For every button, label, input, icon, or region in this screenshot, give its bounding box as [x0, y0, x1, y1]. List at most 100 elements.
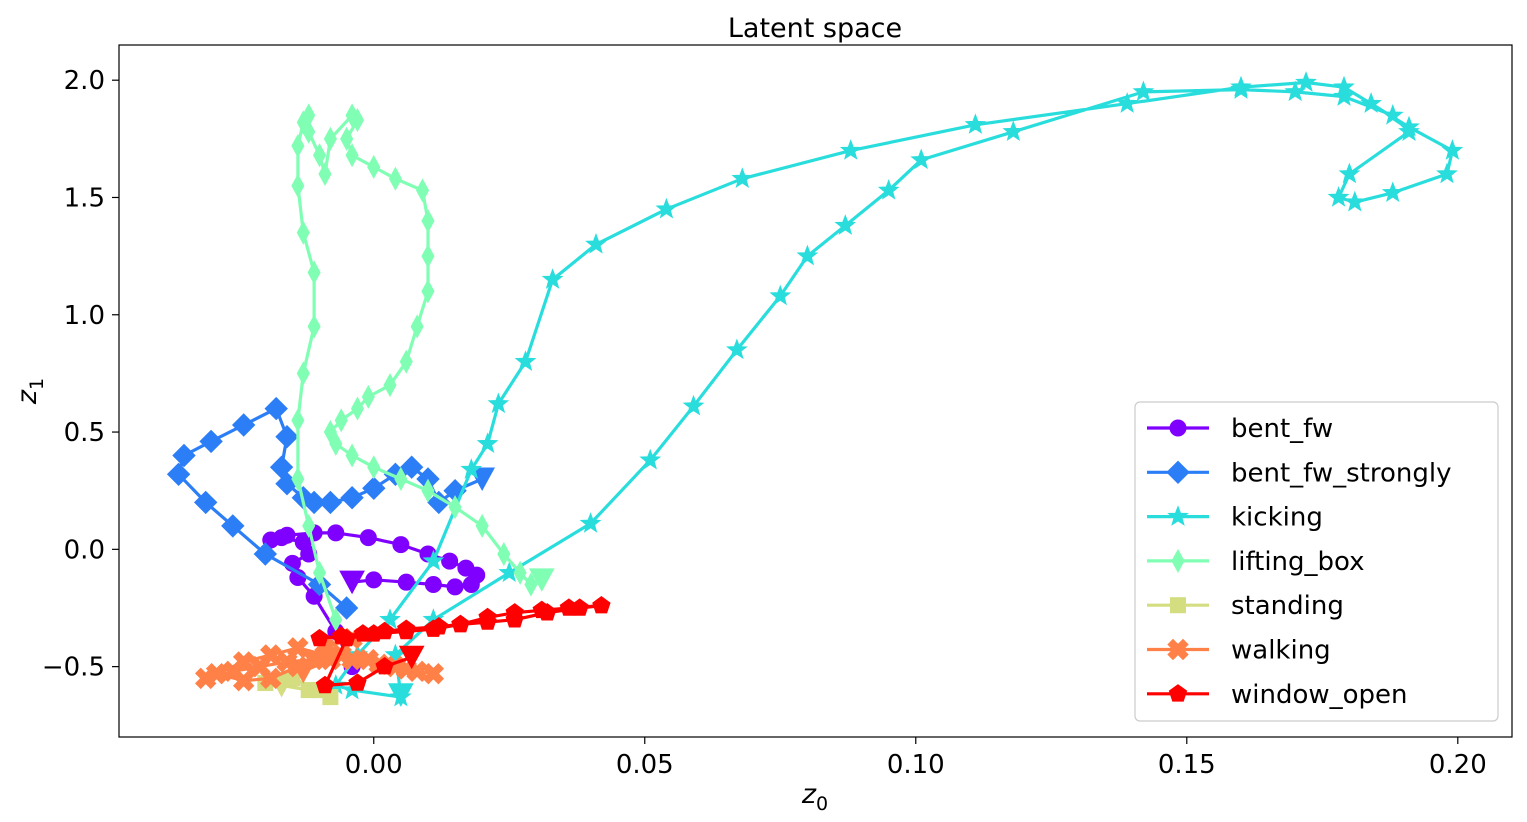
legend-label: window_open [1231, 680, 1408, 710]
y-tick-label: 2.0 [64, 66, 105, 96]
data-point-kicking [1441, 139, 1464, 160]
legend-item-window_open: window_open [1147, 680, 1408, 710]
data-point-kicking [379, 608, 401, 629]
y-axis-label-main: z [12, 389, 43, 405]
data-point-bent_fw_strongly [264, 396, 288, 421]
data-point-kicking [1343, 190, 1366, 212]
series-window_open [310, 595, 611, 694]
data-point-kicking [1360, 92, 1382, 113]
data-point-kicking [639, 448, 662, 470]
legend-label: kicking [1231, 503, 1323, 533]
legend-item-walking: walking [1147, 636, 1331, 666]
data-point-kicking [726, 338, 748, 360]
legend-label: standing [1231, 591, 1344, 621]
data-point-kicking [731, 167, 754, 188]
data-point-bent_fw [327, 524, 345, 542]
legend-item-kicking: kicking [1147, 503, 1323, 533]
data-point-kicking [682, 394, 705, 416]
x-tick-label: 0.00 [345, 750, 403, 780]
x-tick-label: 0.15 [1158, 750, 1216, 780]
legend-item-bent_fw: bent_fw [1147, 414, 1333, 444]
data-point-walking [260, 644, 282, 666]
legend-marker [1166, 460, 1190, 485]
data-point-window_open [337, 628, 356, 647]
data-point-lifting_box [307, 314, 321, 339]
data-point-bent_fw_strongly [275, 424, 299, 449]
data-point-bent_fw [462, 576, 480, 594]
data-point-kicking [487, 392, 510, 414]
legend-marker [1169, 419, 1187, 437]
data-point-lifting_box [497, 541, 511, 567]
data-point-kicking [1116, 92, 1139, 113]
data-point-lifting_box [312, 143, 327, 168]
data-point-kicking [834, 214, 857, 235]
chart-title: Latent space [728, 13, 902, 44]
data-point-kicking [964, 113, 987, 134]
x-axis-label-sub: 0 [816, 793, 828, 815]
data-point-kicking [579, 512, 602, 533]
data-point-lifting_box [296, 361, 310, 386]
data-point-walking [205, 662, 228, 685]
data-point-lifting_box [323, 126, 337, 151]
series-end-marker-walking [290, 659, 317, 684]
data-point-lifting_box [421, 244, 435, 269]
x-axis-label: z0 [801, 779, 828, 815]
data-point-bent_fw [424, 576, 442, 594]
data-point-standing [300, 682, 317, 699]
data-point-window_open [310, 628, 329, 647]
data-point-kicking [877, 178, 900, 200]
data-point-lifting_box [524, 572, 538, 597]
x-axis-label-main: z [801, 779, 817, 810]
data-point-bent_fw [278, 526, 296, 544]
y-tick-label: 1.5 [64, 183, 105, 213]
data-point-window_open [592, 595, 611, 614]
data-point-kicking [1295, 71, 1317, 92]
data-point-kicking [514, 350, 537, 371]
plot-frame [118, 44, 1513, 738]
data-point-kicking [1132, 80, 1155, 102]
series-end-marker-bent_fw [339, 570, 365, 595]
x-tick-label: 0.20 [1429, 750, 1487, 780]
data-point-lifting_box [329, 431, 343, 456]
data-point-lifting_box [340, 126, 354, 151]
series-walking [195, 627, 445, 692]
data-point-lifting_box [394, 466, 408, 492]
data-point-kicking [655, 197, 678, 219]
data-point-lifting_box [415, 178, 430, 203]
data-point-lifting_box [302, 513, 316, 538]
data-point-kicking [1284, 80, 1307, 102]
data-point-lifting_box [350, 396, 365, 421]
data-point-kicking [839, 139, 862, 160]
data-point-lifting_box [367, 154, 381, 180]
data-point-lifting_box [399, 349, 413, 374]
data-point-lifting_box [291, 408, 305, 433]
data-point-kicking [460, 458, 483, 479]
data-point-bent_fw [365, 571, 383, 589]
data-point-lifting_box [361, 384, 375, 409]
data-point-window_open [424, 619, 443, 637]
legend-marker [1167, 638, 1189, 661]
data-point-kicking [422, 549, 445, 571]
data-point-kicking [769, 284, 792, 306]
series-end-marker-window_open [398, 645, 425, 670]
x-axis-ticks: 0.00 0.05 0.10 0.15 0.20 [345, 737, 1487, 780]
data-point-bent_fw [446, 578, 464, 596]
y-tick-label: 0.0 [64, 535, 105, 565]
data-point-lifting_box [296, 220, 310, 245]
data-point-kicking [1338, 162, 1361, 184]
data-point-bent_fw_strongly [166, 462, 191, 487]
data-point-window_open [375, 656, 394, 675]
data-point-lifting_box [350, 108, 365, 133]
data-point-kicking [1398, 120, 1420, 142]
y-tick-label: −0.5 [42, 653, 105, 683]
y-tick-label: 0.5 [64, 418, 105, 448]
data-point-window_open [570, 598, 589, 616]
data-point-lifting_box [345, 443, 359, 468]
data-point-lifting_box [302, 119, 316, 144]
data-point-bent_fw_strongly [253, 542, 278, 566]
series-end-marker-lifting_box [528, 568, 555, 592]
legend-marker [1168, 684, 1188, 702]
data-point-bent_fw [359, 529, 377, 547]
